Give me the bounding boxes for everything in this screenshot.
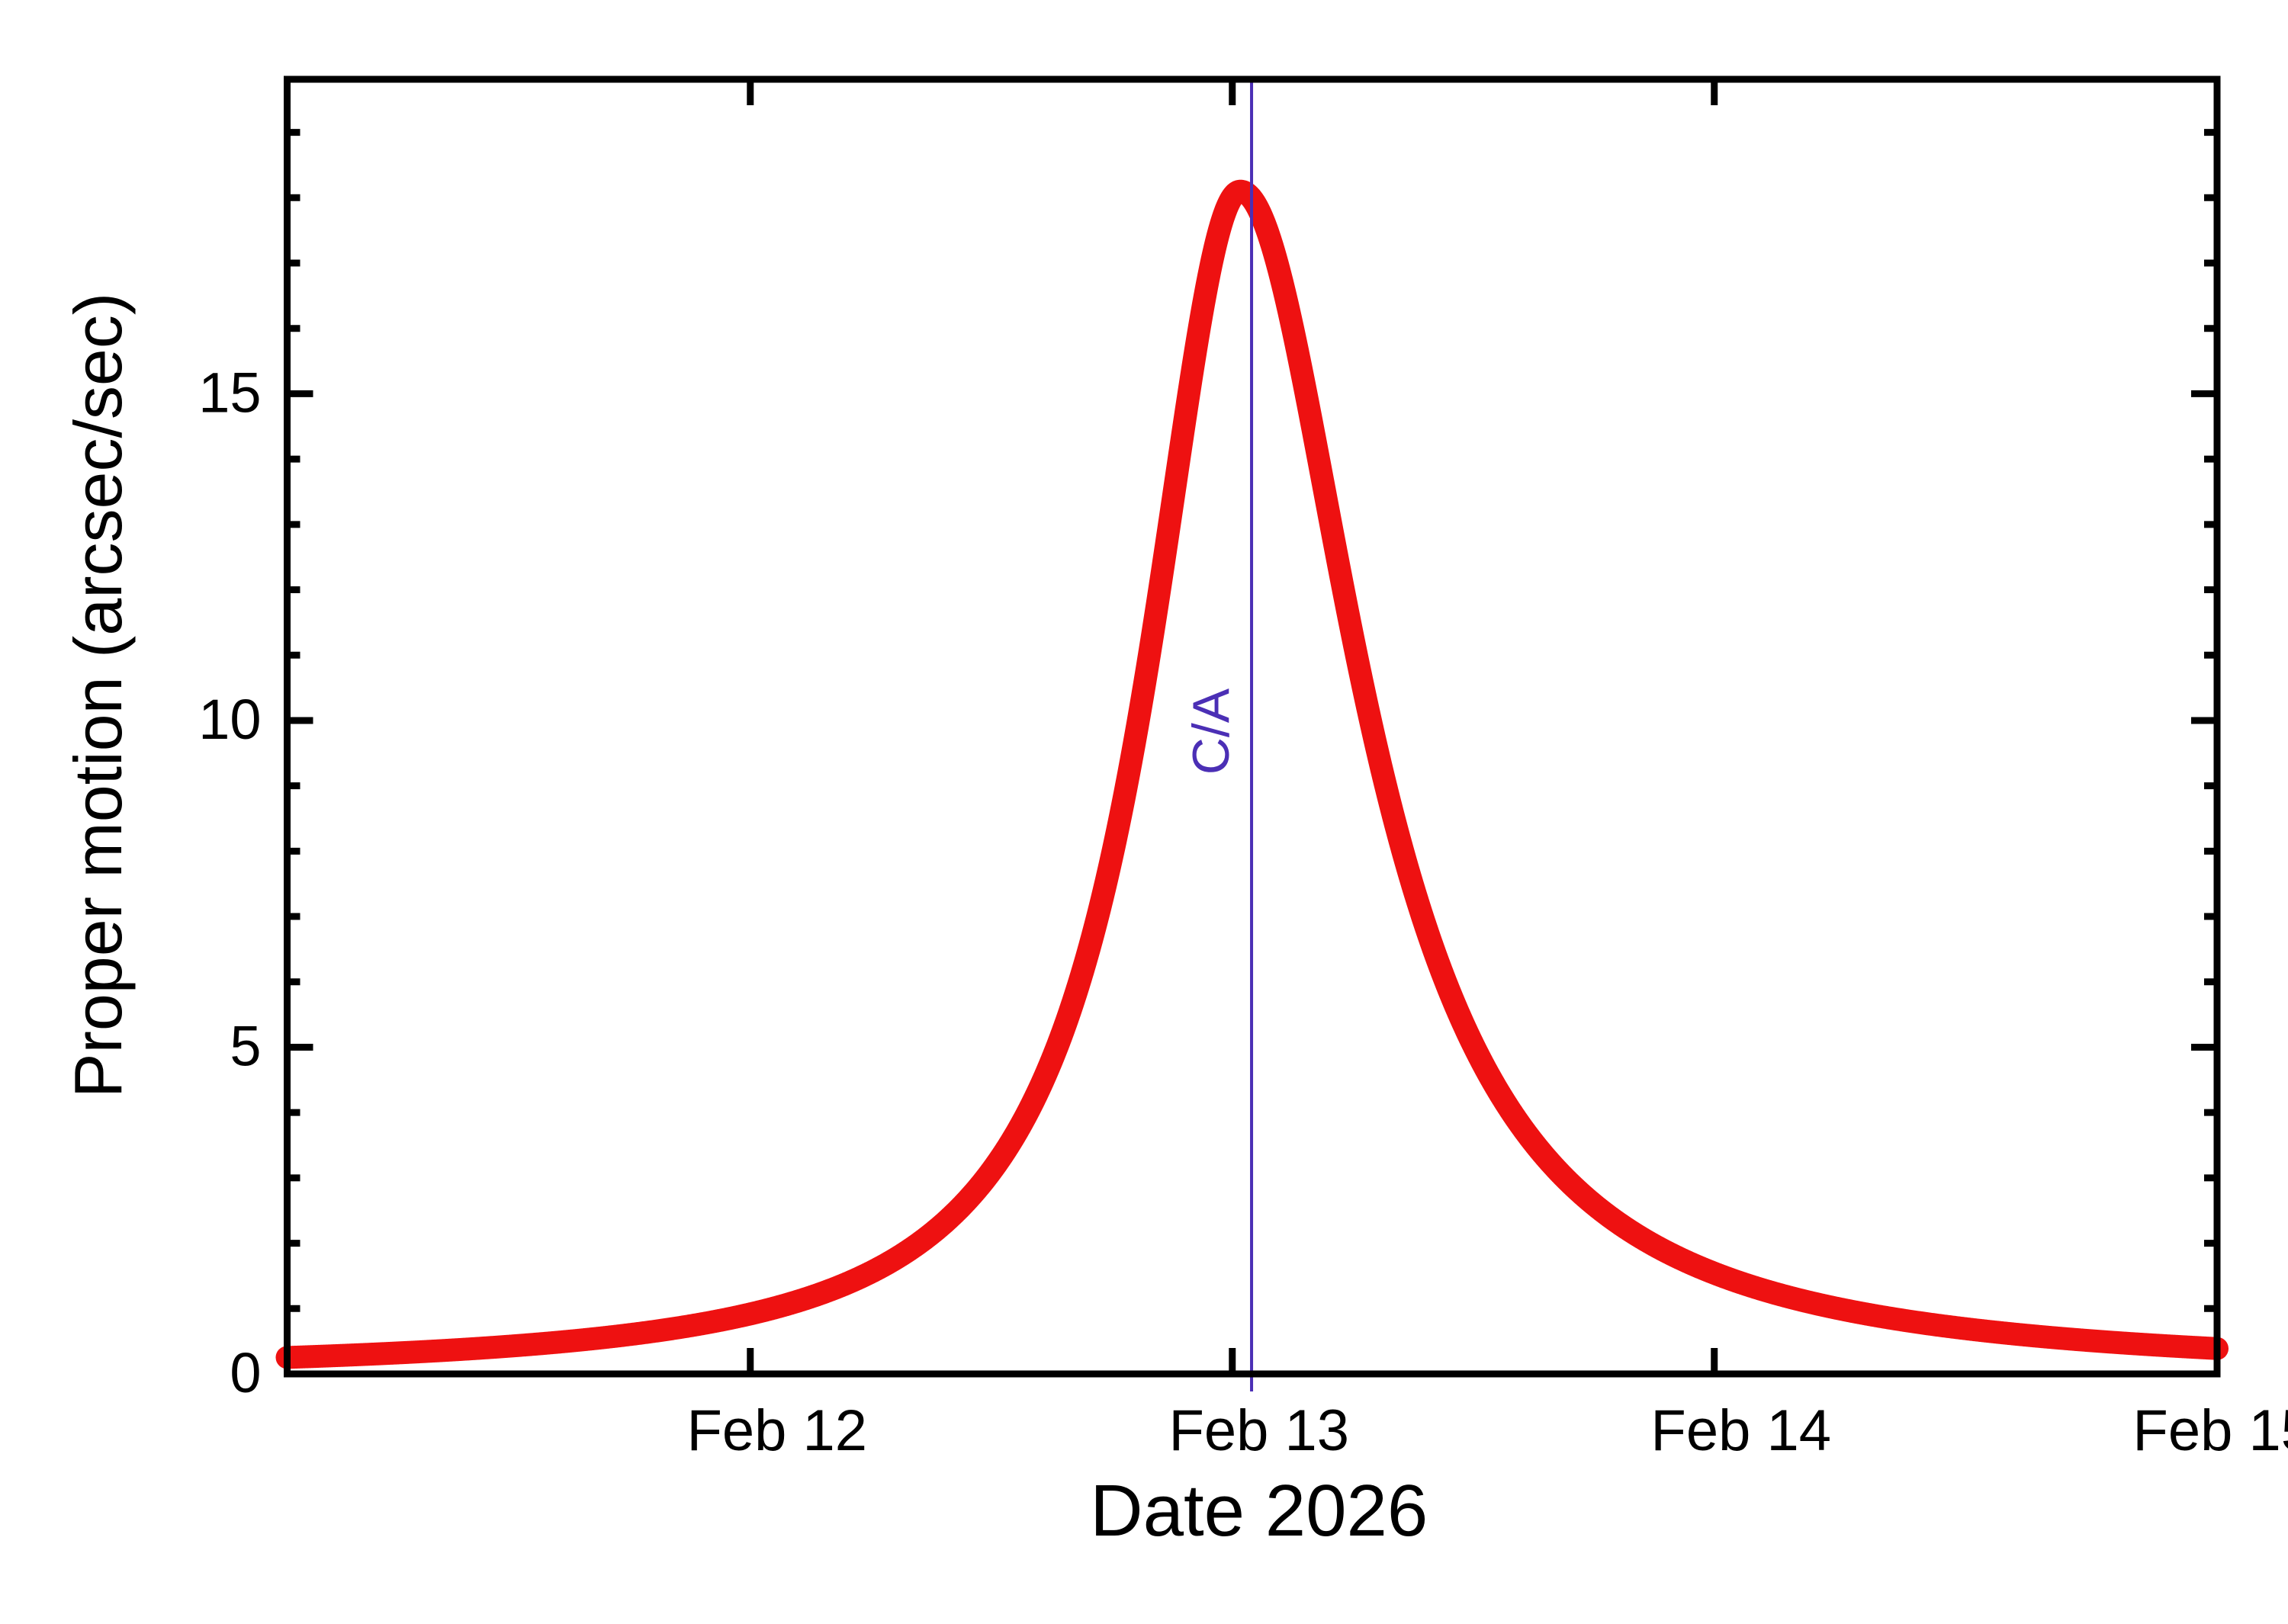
- svg-text:Feb 13: Feb 13: [1168, 1398, 1349, 1463]
- svg-text:10: 10: [198, 688, 261, 751]
- svg-text:Feb 15: Feb 15: [2132, 1398, 2288, 1463]
- svg-text:Proper motion (arcsec/sec): Proper motion (arcsec/sec): [60, 293, 136, 1098]
- svg-text:15: 15: [198, 361, 261, 424]
- svg-text:0: 0: [230, 1341, 261, 1404]
- svg-text:5: 5: [230, 1014, 261, 1077]
- svg-text:Feb 12: Feb 12: [686, 1398, 867, 1463]
- svg-text:C/A: C/A: [1182, 688, 1240, 775]
- svg-text:Date 2026: Date 2026: [1090, 1470, 1428, 1552]
- svg-text:Feb 14: Feb 14: [1650, 1398, 1831, 1463]
